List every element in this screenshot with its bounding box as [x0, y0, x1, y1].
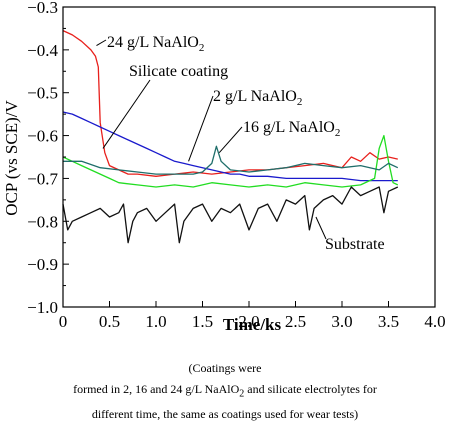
annotation-text: Silicate coating	[129, 63, 228, 80]
series-line-3	[63, 145, 399, 175]
x-tick-label: 1.5	[192, 312, 213, 331]
tick-layer: 0 0.5 1.0 1.5 2.0 2.5 3.0 3.5 4.0 −1.0 −0.9 −0.8 −0.…	[27, 0, 445, 331]
annotation-label: 24 g/L NaAlO2	[107, 34, 204, 54]
caption-subscript: 2	[239, 388, 245, 400]
y-tick-label: −0.4	[27, 41, 58, 60]
x-tick-label: 0	[59, 312, 68, 331]
y-tick-label: −0.5	[27, 84, 58, 103]
annotation-text: Substrate	[325, 236, 385, 253]
annotation-leader	[218, 126, 243, 154]
annotation-text: 24 g/L NaAlO	[107, 34, 199, 51]
x-tick-label: 4.0	[424, 312, 445, 331]
annotation-subscript: 2	[199, 42, 205, 54]
annotation-text: 2 g/L NaAlO	[213, 88, 297, 105]
x-tick-label: 2.5	[285, 312, 306, 331]
annotation-leader	[188, 95, 214, 162]
plot-frame	[62, 6, 436, 308]
y-tick-label: −1.0	[27, 298, 58, 317]
series-layer	[62, 30, 399, 244]
x-tick-label: 3.5	[378, 312, 399, 331]
ocp-chart: 0 0.5 1.0 1.5 2.0 2.5 3.0 3.5 4.0 −1.0 −0.9 −0.8 −0.…	[2, 0, 446, 334]
annotation-leader	[96, 39, 107, 47]
annotation-leader	[315, 216, 327, 240]
y-tick-label: −0.7	[27, 169, 58, 188]
x-tick-label: 0.5	[99, 312, 120, 331]
caption-line-2: formed in 2, 16 and 24 g/L NaAlO2 and si…	[0, 379, 450, 404]
series-line-0	[62, 30, 398, 177]
annotation-subscript: 2	[297, 96, 303, 108]
series-line-1	[62, 111, 398, 182]
series-line-4	[62, 186, 399, 244]
x-tick-label: 3.0	[331, 312, 352, 331]
y-axis-title: OCP (vs SCE)/V	[2, 100, 21, 216]
x-tick-label: 1.0	[145, 312, 166, 331]
y-tick-label: −0.6	[27, 127, 58, 146]
y-tick-label: −0.9	[27, 255, 58, 274]
annotation-subscript: 2	[335, 127, 341, 139]
caption-line-1: (Coatings were	[188, 361, 262, 375]
annotation-label: 16 g/L NaAlO2	[243, 119, 340, 139]
annotation-label: 2 g/L NaAlO2	[213, 88, 302, 108]
x-axis-title: Time/ks	[223, 315, 282, 334]
figure-caption: (Coatings were formed in 2, 16 and 24 g/…	[0, 358, 450, 425]
annotation-leader	[102, 79, 151, 149]
annotation-text: 16 g/L NaAlO	[243, 119, 335, 136]
caption-line-3: different time, the same as coatings use…	[91, 407, 359, 422]
y-tick-label: −0.3	[27, 0, 58, 17]
series-line-2	[62, 134, 399, 188]
caption-line-2-end: and silicate electrolytes for	[244, 382, 377, 396]
annotation-label: Substrate	[325, 236, 385, 253]
x-tick-label: 2.0	[238, 312, 259, 331]
y-tick-label: −0.8	[27, 212, 58, 231]
annotation-label: Silicate coating	[129, 63, 228, 80]
caption-line-2-start: formed in 2, 16 and 24 g/L NaAlO	[73, 382, 240, 396]
